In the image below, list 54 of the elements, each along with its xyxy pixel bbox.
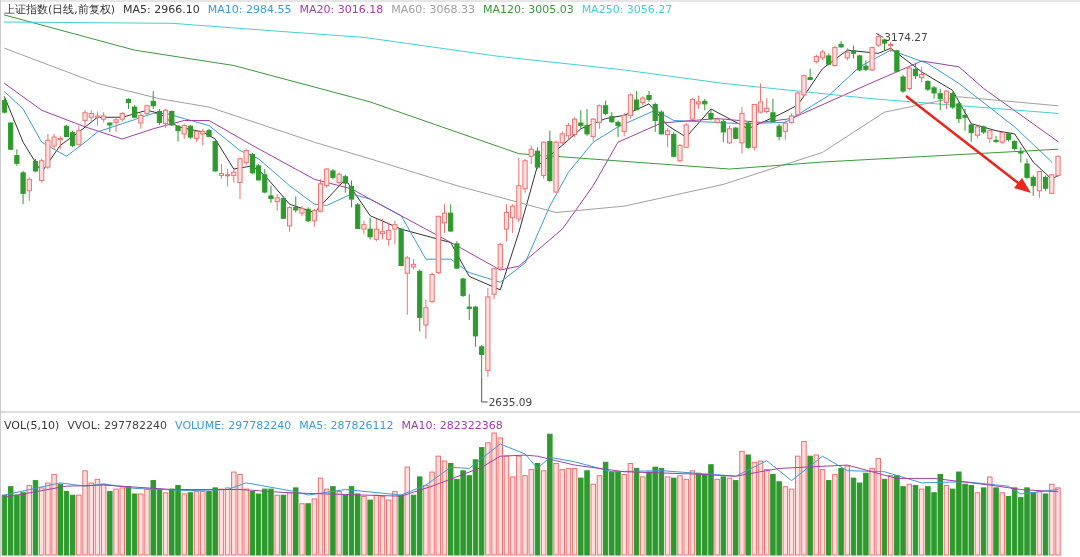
annotation: 3174.27 <box>875 31 928 44</box>
bar <box>844 465 851 556</box>
annotation: 3174.27 <box>884 31 928 44</box>
bar <box>714 478 720 556</box>
header: 上证指数(日线,前复权) MA5: 2966.10 MA10: 2984.55 MA20: 3016.18 MA60: 3068.33 MA120: 3005.03 MA250: 3056.27 <box>4 3 673 16</box>
bar <box>1042 493 1049 556</box>
bar <box>367 499 373 556</box>
bar <box>918 488 925 556</box>
bar <box>540 470 547 556</box>
bar <box>361 495 367 556</box>
bar <box>993 487 999 556</box>
bar <box>305 503 311 556</box>
bar <box>733 480 739 556</box>
bar <box>881 478 888 556</box>
bar <box>745 454 751 556</box>
bar <box>943 484 950 556</box>
header: MA5: 287826112 MA10: 282322368 <box>299 419 503 432</box>
bar <box>807 455 813 556</box>
bar <box>181 493 187 556</box>
bar <box>999 492 1005 556</box>
bar <box>534 463 541 556</box>
bar <box>162 492 169 556</box>
bar <box>987 476 993 556</box>
bar <box>633 467 640 556</box>
bar <box>974 492 981 556</box>
bar <box>1036 491 1043 556</box>
bar <box>906 483 912 556</box>
bar <box>26 484 33 556</box>
bar <box>832 473 838 556</box>
bar <box>825 480 832 556</box>
bar <box>286 492 293 556</box>
header: VOL(5,10) VVOL: 297782240 VOLUME: 297782240 <box>4 419 292 432</box>
bar <box>336 491 342 556</box>
bar <box>107 491 113 556</box>
bar <box>398 494 404 556</box>
annotation: 2635.09 <box>481 377 533 408</box>
bar <box>293 487 299 556</box>
bar <box>671 477 677 556</box>
bar <box>640 476 646 556</box>
bar <box>887 475 894 556</box>
bar <box>912 484 919 556</box>
bar <box>280 494 287 556</box>
bar <box>547 433 553 556</box>
bar <box>726 477 733 556</box>
bar <box>720 476 727 556</box>
bar <box>404 466 411 556</box>
bar <box>980 487 987 556</box>
bar <box>664 476 671 556</box>
bar <box>838 467 844 556</box>
bar <box>187 492 194 556</box>
bar <box>739 450 745 556</box>
bar <box>330 486 336 556</box>
bar <box>299 503 305 556</box>
bar <box>274 494 280 556</box>
